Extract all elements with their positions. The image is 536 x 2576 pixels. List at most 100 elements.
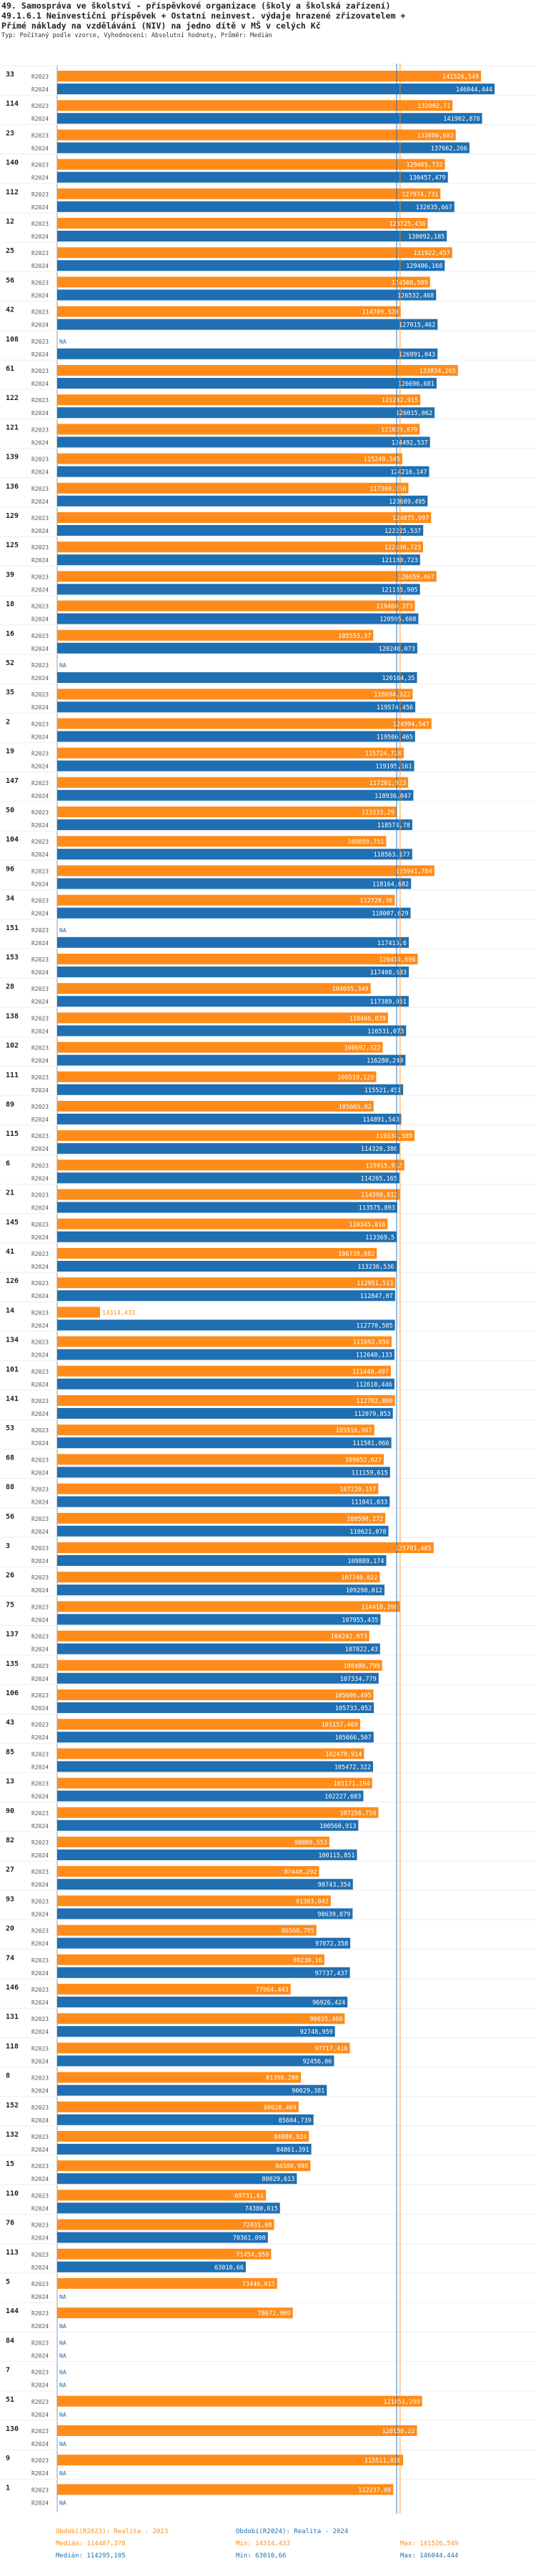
series-label: R2023 (31, 162, 49, 169)
series-label: R2023 (31, 1957, 49, 1964)
bar-r2023 (57, 1542, 434, 1553)
category-label: 56 (6, 276, 14, 284)
category-label: 39 (6, 571, 14, 579)
category-label: 125 (6, 541, 19, 549)
category-label: 23 (6, 129, 14, 137)
series-label: R2023 (31, 1781, 49, 1787)
series-label: R2023 (31, 1604, 49, 1610)
series-label: R2023 (31, 2075, 49, 2082)
value-label: 130092,185 (408, 234, 445, 241)
bar-r2024 (57, 525, 424, 536)
value-label: 124875,997 (392, 515, 429, 522)
series-label: R2024 (31, 2382, 49, 2389)
bar-r2023 (57, 1336, 392, 1347)
series-label: R2023 (31, 1369, 49, 1375)
series-label: R2023 (31, 1751, 49, 1757)
series-label: R2024 (31, 292, 49, 299)
category-label: 152 (6, 2102, 19, 2110)
series-label: R2024 (31, 2412, 49, 2418)
series-label: R2023 (31, 1015, 49, 1022)
na-label: NA (59, 2323, 66, 2330)
legend-col-max: Max: 141526,549 Max: 146044,444 (400, 2538, 458, 2562)
bar-r2023 (57, 2101, 299, 2112)
series-label: R2023 (31, 456, 49, 463)
value-label: 113369,5 (365, 1234, 394, 1242)
value-label: 71454,959 (236, 2252, 269, 2259)
bar-r2023 (57, 2072, 302, 2083)
value-label: 91383,042 (296, 1898, 329, 1905)
bar-r2024 (57, 613, 419, 624)
legend: Období(R2023): Realita - 2023 Medián: 11… (0, 2522, 536, 2572)
series-label: R2024 (31, 1058, 49, 1064)
series-label: R2024 (31, 2470, 49, 2477)
bar-r2024 (57, 1261, 397, 1272)
category-label: 101 (6, 1366, 19, 1374)
value-label: 100115,851 (318, 1852, 354, 1859)
value-label: 84580,998 (275, 2163, 308, 2170)
value-label: 124508,509 (392, 279, 428, 286)
category-label: 68 (6, 1454, 14, 1462)
category-label: 28 (6, 983, 14, 991)
series-label: R2023 (31, 2045, 49, 2052)
value-label: 118694,622 (374, 692, 410, 699)
value-label: 141526,549 (442, 74, 479, 81)
bar-r2024 (57, 1231, 397, 1242)
bar-r2023 (57, 394, 421, 406)
value-label: 109298,012 (346, 1587, 382, 1594)
category-label: 102 (6, 1042, 19, 1050)
value-label: 97737,437 (315, 1970, 348, 1977)
category-label: 134 (6, 1337, 19, 1344)
category-label: 82 (6, 1837, 14, 1844)
bar-r2023 (57, 306, 401, 317)
value-label: 112237,08 (358, 2487, 391, 2494)
value-label: 105171,194 (334, 1781, 370, 1788)
value-label: 70361,098 (233, 2235, 266, 2242)
series-label: R2023 (31, 250, 49, 256)
bar-r2024 (57, 907, 411, 919)
series-label: R2023 (31, 2192, 49, 2199)
value-label: 97717,416 (314, 2045, 347, 2052)
legend-min-2023: Min: 14314,433 (236, 2540, 290, 2547)
bar-r2023 (57, 1307, 100, 1318)
category-label: 42 (6, 306, 14, 314)
series-label: R2023 (31, 1339, 49, 1346)
na-label: NA (59, 2352, 66, 2359)
bar-r2023 (57, 1659, 382, 1671)
bar-r2023 (57, 512, 432, 523)
value-label: 72431,08 (243, 2222, 272, 2230)
category-label: 111 (6, 1072, 19, 1079)
series-label: R2024 (31, 1794, 49, 1800)
bar-r2024 (57, 819, 412, 830)
series-label: R2024 (31, 528, 49, 534)
bar-r2024 (57, 1025, 407, 1037)
bar-r2024 (57, 1319, 395, 1331)
bar-r2024 (57, 1672, 379, 1684)
series-label: R2023 (31, 1104, 49, 1110)
value-label: 115511,816 (364, 2457, 401, 2465)
bar-r2023 (57, 2131, 309, 2142)
category-label: 115 (6, 1130, 19, 1138)
category-label: 129 (6, 512, 19, 520)
category-label: 50 (6, 807, 14, 814)
na-label: NA (59, 2441, 66, 2447)
bar-r2023 (57, 865, 435, 877)
category-label: 21 (6, 1189, 14, 1197)
category-label: 126 (6, 1277, 19, 1285)
category-label: 114 (6, 100, 19, 108)
series-label: R2024 (31, 1087, 49, 1094)
value-label: 105733,052 (335, 1705, 372, 1712)
value-label: 118007,629 (372, 911, 408, 918)
series-label: R2023 (31, 515, 49, 521)
series-label: R2023 (31, 1162, 49, 1169)
chart-title-line-3: Přímé náklady na vzdělávání (NIV) na jed… (1, 21, 321, 31)
value-label: 116280,249 (367, 1058, 403, 1065)
series-label: R2023 (31, 1810, 49, 1817)
series-label: R2024 (31, 1647, 49, 1653)
bar-r2023 (57, 983, 371, 994)
value-label: 109859,751 (347, 839, 384, 846)
category-label: 27 (6, 1866, 14, 1874)
bar-r2024 (57, 789, 414, 801)
bar-r2024 (57, 436, 430, 448)
category-label: 53 (6, 1424, 14, 1432)
value-label: 107822,43 (345, 1647, 378, 1654)
